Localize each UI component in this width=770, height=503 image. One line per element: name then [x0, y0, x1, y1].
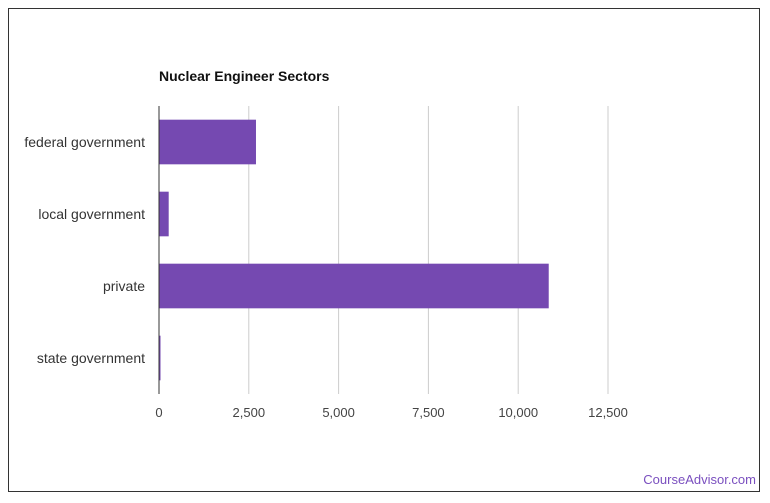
chart-frame	[8, 8, 760, 492]
x-tick-label: 5,000	[322, 405, 355, 420]
bar	[159, 263, 549, 309]
bars	[159, 119, 549, 381]
chart-title: Nuclear Engineer Sectors	[159, 68, 330, 84]
x-tick-label: 7,500	[412, 405, 445, 420]
category-label: local government	[38, 206, 145, 222]
x-tick-label: 12,500	[588, 405, 628, 420]
x-tick-label: 10,000	[498, 405, 538, 420]
x-tick-labels: 0 2,500 5,000 7,500 10,000 12,500	[155, 405, 628, 420]
x-tick-label: 0	[155, 405, 162, 420]
bar	[159, 191, 169, 237]
source-link[interactable]: CourseAdvisor.com	[643, 472, 756, 487]
category-label: federal government	[24, 134, 145, 150]
x-tick-label: 2,500	[233, 405, 266, 420]
bar	[159, 335, 161, 381]
category-label: state government	[37, 350, 145, 366]
category-label: private	[103, 278, 145, 294]
category-labels: federal government local government privat…	[24, 134, 145, 366]
bar	[159, 119, 256, 165]
gridlines	[248, 106, 609, 394]
